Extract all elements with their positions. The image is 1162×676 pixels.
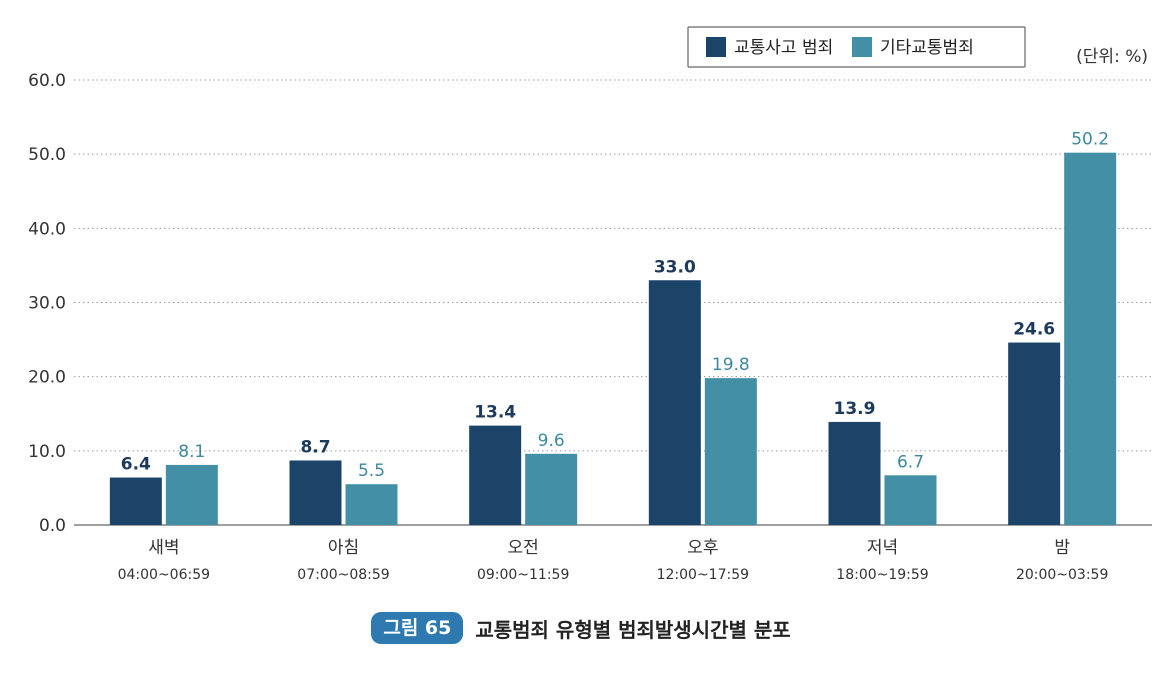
x-category-label: 새벽	[148, 538, 179, 558]
y-tick-label: 30.0	[28, 294, 66, 314]
figure-title: 교통범죄 유형별 범죄발생시간별 분포	[475, 617, 791, 642]
legend-label: 교통사고 범죄	[734, 38, 833, 58]
bar	[884, 475, 937, 525]
x-category-range-label: 09:00~11:59	[477, 567, 569, 583]
figure-caption: 그림 65 교통범죄 유형별 범죄발생시간별 분포	[0, 612, 1162, 644]
data-label: 5.5	[358, 461, 385, 481]
data-label: 8.7	[300, 437, 330, 457]
legend-label: 기타교통범죄	[880, 38, 974, 58]
data-label: 24.6	[1013, 320, 1055, 340]
y-tick-label: 50.0	[28, 145, 66, 165]
y-tick-label: 10.0	[28, 442, 66, 462]
x-category-label: 오전	[508, 538, 539, 558]
bar	[828, 421, 881, 525]
data-label: 8.1	[178, 442, 205, 462]
bar	[1008, 342, 1061, 525]
bar	[704, 378, 757, 525]
figure-number-badge: 그림 65	[371, 612, 464, 644]
legend-swatch	[852, 37, 872, 57]
data-label: 6.7	[897, 452, 924, 472]
x-category-range-label: 12:00~17:59	[657, 567, 749, 583]
data-label: 9.6	[538, 431, 565, 451]
data-label: 13.9	[834, 399, 876, 419]
x-category-range-label: 04:00~06:59	[118, 567, 210, 583]
x-category-label: 저녁	[867, 538, 898, 558]
x-category-range-label: 20:00~03:59	[1016, 567, 1108, 583]
x-category-label: 아침	[328, 538, 359, 558]
legend-swatch	[706, 37, 726, 57]
y-tick-label: 20.0	[28, 368, 66, 388]
y-tick-label: 0.0	[39, 516, 66, 536]
bar	[109, 477, 162, 525]
bar	[648, 280, 701, 525]
bar	[1064, 152, 1117, 525]
x-category-range-label: 07:00~08:59	[297, 567, 389, 583]
y-tick-label: 40.0	[28, 219, 66, 239]
bar	[525, 453, 578, 525]
data-label: 13.4	[474, 403, 516, 423]
bar	[345, 484, 398, 525]
bar	[165, 464, 218, 525]
unit-label: (단위: %)	[1076, 47, 1148, 67]
x-category-label: 밤	[1054, 538, 1070, 558]
data-label: 6.4	[121, 455, 151, 475]
data-label: 50.2	[1071, 130, 1109, 150]
data-label: 19.8	[712, 355, 750, 375]
y-tick-label: 60.0	[28, 71, 66, 91]
data-label: 33.0	[654, 257, 696, 277]
bar	[469, 425, 522, 525]
x-category-label: 오후	[687, 538, 718, 558]
x-category-range-label: 18:00~19:59	[836, 567, 928, 583]
bar	[289, 460, 342, 525]
